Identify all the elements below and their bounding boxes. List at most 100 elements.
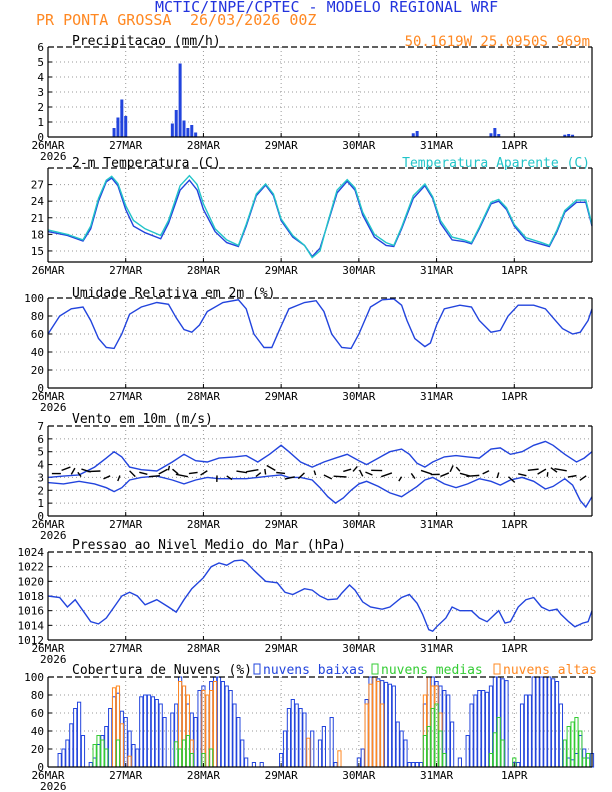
bar-nuvens-medias	[174, 741, 179, 768]
header-coords: 50.1619W 25.0950S 969m	[405, 34, 590, 50]
line-umidade	[47, 298, 593, 350]
wind-arrow	[496, 472, 500, 479]
bar-nuvens-baixas	[220, 681, 225, 768]
y-tick-label: 80	[31, 689, 44, 702]
bar-nuvens-medias	[100, 739, 105, 768]
bar-nuvens-medias	[492, 732, 497, 768]
bar-precipitacao	[567, 134, 571, 137]
bar-nuvens-baixas	[150, 696, 156, 768]
x-year-label: 2026	[40, 401, 67, 414]
wind-arrow	[70, 467, 76, 475]
bar-nuvens-baixas	[80, 735, 86, 768]
panel-title: Cobertura de Nuvens (%)	[72, 663, 252, 678]
bar-nuvens-altas	[119, 723, 124, 768]
bar-nuvens-baixas	[391, 685, 396, 768]
bar-nuvens-baixas	[69, 723, 74, 768]
bar-nuvens-baixas	[282, 730, 288, 768]
y-tick-label: 1018	[18, 590, 45, 603]
y-tick-label: 4	[37, 459, 44, 472]
x-year-label: 2026	[40, 150, 67, 163]
bar-nuvens-medias	[96, 735, 101, 768]
x-tick-label: 26MAR	[31, 264, 64, 277]
bar-nuvens-baixas	[551, 678, 556, 768]
bar-nuvens-baixas	[286, 708, 292, 768]
bar-precipitacao	[571, 134, 575, 137]
y-tick-label: 1	[37, 497, 44, 510]
panel-umidade: 0 20 40 60 80 100 26MAR 27MAR 28MAR 29MAR 30MAR 31M…	[24, 286, 593, 414]
bar-precipitacao	[190, 125, 194, 137]
wind-arrow	[507, 476, 516, 483]
bar-nuvens-altas	[212, 681, 218, 768]
bar-nuvens-baixas	[216, 676, 222, 768]
x-tick-label: 1APR	[501, 390, 528, 403]
bar-nuvens-baixas	[197, 690, 202, 768]
bar-nuvens-baixas	[232, 703, 237, 768]
x-tick-label: 31MAR	[420, 518, 453, 531]
bar-precipitacao	[120, 99, 124, 137]
x-tick-label: 29MAR	[265, 264, 298, 277]
x-tick-label: 27MAR	[109, 264, 142, 277]
wind-arrow	[455, 466, 461, 472]
x-tick-label: 28MAR	[187, 642, 220, 655]
x-tick-label: 1APR	[501, 264, 528, 277]
bar-nuvens-baixas	[527, 694, 532, 768]
x-tick-label: 31MAR	[420, 264, 453, 277]
bar-nuvens-baixas	[146, 694, 152, 768]
y-tick-label: 6	[37, 433, 44, 446]
bar-precipitacao	[497, 134, 501, 137]
bar-precipitacao	[178, 63, 182, 137]
wind-arrow	[343, 468, 352, 473]
bar-nuvens-baixas	[457, 757, 462, 768]
legend-box-nuvens-baixas	[253, 663, 261, 675]
panel-precipitacao: 0 1 2 3 4 5 6 26MAR 27MAR 28MAR 29MAR 30MAR 31MAR 1AP…	[31, 34, 593, 163]
bar-nuvens-baixas	[450, 721, 455, 768]
y-tick-label: 2	[37, 484, 44, 497]
y-tick-label: 1022	[18, 561, 45, 574]
y-tick-label: 60	[31, 328, 44, 341]
y-tick-label: 5	[37, 56, 44, 69]
bar-nuvens-baixas	[65, 739, 70, 768]
x-tick-label: 31MAR	[420, 139, 453, 152]
y-tick-label: 3	[37, 471, 44, 484]
wind-arrow	[420, 469, 433, 475]
y-tick-label: 5	[37, 446, 44, 459]
wind-arrow	[61, 466, 71, 472]
x-tick-label: 1APR	[501, 769, 528, 782]
x-tick-label: 30MAR	[342, 642, 375, 655]
bar-nuvens-baixas	[395, 721, 400, 768]
legend-nuvens-baixas: nuvens baixas	[263, 663, 365, 678]
legend-temperatura-aparente: Temperatura Aparente (C)	[402, 156, 590, 171]
x-tick-label: 31MAR	[420, 642, 453, 655]
x-tick-label: 31MAR	[420, 390, 453, 403]
bar-nuvens-altas	[380, 703, 385, 768]
bar-nuvens-baixas	[251, 762, 257, 768]
wind-arrow	[579, 475, 587, 481]
wind-arrow	[139, 471, 148, 476]
bar-nuvens-medias	[185, 735, 190, 768]
bar-nuvens-medias	[586, 753, 591, 768]
bar-nuvens-baixas	[360, 748, 365, 768]
y-tick-label: 6	[37, 41, 44, 54]
wind-arrow	[323, 474, 333, 480]
wind-arrow	[158, 468, 168, 475]
x-tick-label: 30MAR	[342, 390, 375, 403]
wind-arrow	[148, 475, 160, 478]
bar-precipitacao	[124, 116, 128, 137]
bar-precipitacao	[493, 128, 497, 137]
bar-nuvens-baixas	[535, 676, 540, 768]
wind-arrow	[77, 471, 82, 477]
y-tick-label: 40	[31, 725, 44, 738]
bar-nuvens-baixas	[519, 703, 525, 768]
wind-arrow	[518, 473, 527, 477]
wind-arrow	[358, 469, 364, 477]
bar-nuvens-medias	[582, 757, 587, 768]
header-location: PR PONTA GROSSA	[36, 11, 171, 29]
y-tick-label: 1020	[18, 575, 45, 588]
x-tick-label: 28MAR	[187, 264, 220, 277]
line-pressao	[47, 559, 593, 633]
wind-arrow	[167, 465, 171, 471]
y-tick-label: 27	[31, 179, 44, 192]
x-tick-label: 27MAR	[109, 390, 142, 403]
bar-precipitacao	[415, 131, 419, 137]
bar-nuvens-altas	[337, 750, 342, 768]
